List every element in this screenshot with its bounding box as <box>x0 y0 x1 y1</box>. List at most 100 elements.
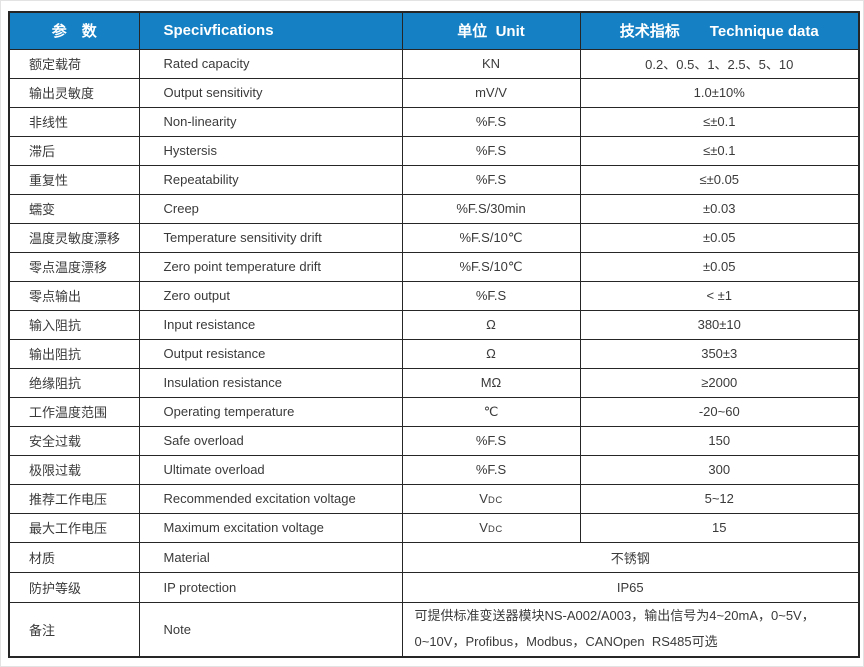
dc-subscript: DC <box>487 524 503 535</box>
specification-cell: IP protection <box>138 571 403 603</box>
parameter-name-cell: 额定载荷 <box>8 48 140 79</box>
specification-cell: Input resistance <box>138 309 403 340</box>
parameter-name-cell: 备注 <box>8 601 140 658</box>
specification-cell: Maximum excitation voltage <box>138 512 403 543</box>
parameter-name-cell: 推荐工作电压 <box>8 483 140 514</box>
table-row: 推荐工作电压 Recommended excitation voltage VD… <box>8 483 860 514</box>
specification-cell: Zero point temperature drift <box>138 251 403 282</box>
technique-data-cell: ±0.05 <box>579 222 860 253</box>
unit-cell: %F.S <box>401 280 581 311</box>
table-row-merged: 防护等级 IP protection IP65 <box>8 571 860 603</box>
table-row: 重复性 Repeatability %F.S ≤±0.05 <box>8 164 860 195</box>
parameter-name-cell: 重复性 <box>8 164 140 195</box>
parameter-name-cell: 零点输出 <box>8 280 140 311</box>
parameter-name-cell: 非线性 <box>8 106 140 137</box>
specification-cell: Recommended excitation voltage <box>138 483 403 514</box>
table-row: 滞后 Hystersis %F.S ≤±0.1 <box>8 135 860 166</box>
specification-cell: Output sensitivity <box>138 77 403 108</box>
parameter-name-cell: 输出阻抗 <box>8 338 140 369</box>
technique-data-cell: 15 <box>579 512 860 543</box>
specification-cell: Insulation resistance <box>138 367 403 398</box>
parameter-name-cell: 最大工作电压 <box>8 512 140 543</box>
unit-cell: %F.S/10℃ <box>401 251 581 282</box>
technique-data-cell: 5~12 <box>579 483 860 514</box>
unit-cell: ℃ <box>401 396 581 427</box>
technique-data-cell: 1.0±10% <box>579 77 860 108</box>
technique-data-cell: 150 <box>579 425 860 456</box>
unit-cell: Ω <box>401 309 581 340</box>
table-row: 温度灵敏度漂移 Temperature sensitivity drift %F… <box>8 222 860 253</box>
technique-data-cell: ≤±0.1 <box>579 106 860 137</box>
technique-data-cell: < ±1 <box>579 280 860 311</box>
table-row: 最大工作电压 Maximum excitation voltage VDC 15 <box>8 512 860 543</box>
header-parameters: 参 数 <box>8 11 140 50</box>
table-row-merged: 材质 Material 不锈钢 <box>8 541 860 573</box>
parameter-name-cell: 工作温度范围 <box>8 396 140 427</box>
parameter-name-cell: 材质 <box>8 541 140 573</box>
technique-data-cell: ±0.03 <box>579 193 860 224</box>
table-row: 极限过载 Ultimate overload %F.S 300 <box>8 454 860 485</box>
unit-cell: mV/V <box>401 77 581 108</box>
merged-value-cell: 不锈钢 <box>401 541 860 573</box>
parameter-name-cell: 极限过载 <box>8 454 140 485</box>
specification-cell: Non-linearity <box>138 106 403 137</box>
unit-cell: %F.S <box>401 164 581 195</box>
merged-value-cell: 可提供标准变送器模块NS-A002/A003，输出信号为4~20mA，0~5V，… <box>401 601 860 658</box>
specification-cell: Operating temperature <box>138 396 403 427</box>
specification-cell: Hystersis <box>138 135 403 166</box>
table-row: 输出灵敏度 Output sensitivity mV/V 1.0±10% <box>8 77 860 108</box>
header-technique-data: 技术指标 Technique data <box>579 11 860 50</box>
technique-data-cell: 380±10 <box>579 309 860 340</box>
note-line: 可提供标准变送器模块NS-A002/A003，输出信号为4~20mA，0~5V， <box>414 608 815 624</box>
unit-cell: %F.S/30min <box>401 193 581 224</box>
specification-cell: Rated capacity <box>138 48 403 79</box>
parameter-name-cell: 输出灵敏度 <box>8 77 140 108</box>
merged-value-cell: IP65 <box>401 571 860 603</box>
unit-cell: VDC <box>401 483 581 514</box>
specification-cell: Repeatability <box>138 164 403 195</box>
parameter-name-cell: 安全过载 <box>8 425 140 456</box>
note-line: 0~10V，Profibus，Modbus，CANOpen RS485可选 <box>414 634 718 650</box>
unit-cell: %F.S <box>401 135 581 166</box>
unit-cell: %F.S/10℃ <box>401 222 581 253</box>
specification-cell: Output resistance <box>138 338 403 369</box>
parameter-name-cell: 蠕变 <box>8 193 140 224</box>
table-row-note: 备注 Note 可提供标准变送器模块NS-A002/A003，输出信号为4~20… <box>8 601 860 658</box>
specifications-table: 参 数 Specivfications 单位 Unit 技术指标 Techniq… <box>8 11 860 658</box>
unit-cell: %F.S <box>401 425 581 456</box>
table-row: 零点温度漂移 Zero point temperature drift %F.S… <box>8 251 860 282</box>
specification-cell: Material <box>138 541 403 573</box>
unit-cell: %F.S <box>401 106 581 137</box>
unit-cell: Ω <box>401 338 581 369</box>
technique-data-cell: 300 <box>579 454 860 485</box>
parameter-name-cell: 绝缘阻抗 <box>8 367 140 398</box>
header-unit: 单位 Unit <box>401 11 581 50</box>
specification-cell: Ultimate overload <box>138 454 403 485</box>
specification-cell: Zero output <box>138 280 403 311</box>
specification-cell: Creep <box>138 193 403 224</box>
specification-cell: Safe overload <box>138 425 403 456</box>
table-row: 额定载荷 Rated capacity KN 0.2、0.5、1、2.5、5、1… <box>8 48 860 79</box>
table-row: 绝缘阻抗 Insulation resistance MΩ ≥2000 <box>8 367 860 398</box>
table-row: 输入阻抗 Input resistance Ω 380±10 <box>8 309 860 340</box>
parameter-name-cell: 温度灵敏度漂移 <box>8 222 140 253</box>
technique-data-cell: ≤±0.05 <box>579 164 860 195</box>
technique-data-cell: ≥2000 <box>579 367 860 398</box>
table-row: 蠕变 Creep %F.S/30min ±0.03 <box>8 193 860 224</box>
parameter-name-cell: 滞后 <box>8 135 140 166</box>
unit-cell: %F.S <box>401 454 581 485</box>
unit-cell: MΩ <box>401 367 581 398</box>
unit-cell: VDC <box>401 512 581 543</box>
table-body: 额定载荷 Rated capacity KN 0.2、0.5、1、2.5、5、1… <box>8 48 860 658</box>
dc-subscript: DC <box>487 495 503 506</box>
technique-data-cell: ≤±0.1 <box>579 135 860 166</box>
table-row: 安全过载 Safe overload %F.S 150 <box>8 425 860 456</box>
technique-data-cell: -20~60 <box>579 396 860 427</box>
table-header-row: 参 数 Specivfications 单位 Unit 技术指标 Techniq… <box>8 11 860 50</box>
table-row: 非线性 Non-linearity %F.S ≤±0.1 <box>8 106 860 137</box>
table-row: 工作温度范围 Operating temperature ℃ -20~60 <box>8 396 860 427</box>
parameter-name-cell: 防护等级 <box>8 571 140 603</box>
table-row: 零点输出 Zero output %F.S < ±1 <box>8 280 860 311</box>
parameter-name-cell: 零点温度漂移 <box>8 251 140 282</box>
